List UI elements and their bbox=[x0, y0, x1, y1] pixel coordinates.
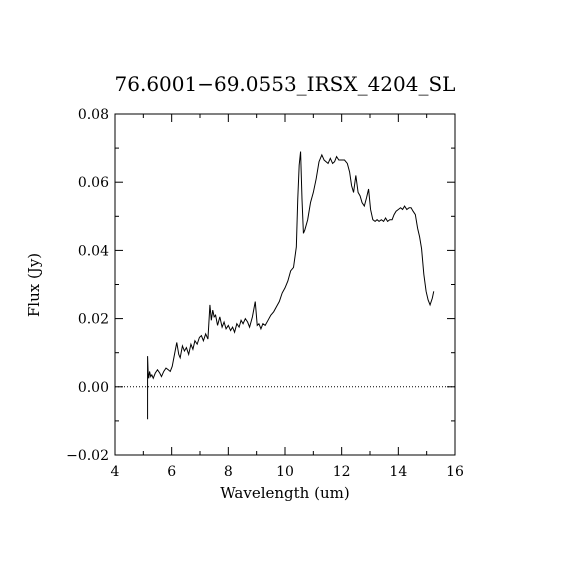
y-tick-label: −0.02 bbox=[66, 448, 109, 464]
y-tick-label: 0.08 bbox=[78, 107, 109, 123]
y-axis-label: Flux (Jy) bbox=[25, 253, 43, 317]
chart-title: 76.6001−69.0553_IRSX_4204_SL bbox=[115, 72, 456, 96]
x-tick-label: 14 bbox=[389, 464, 407, 480]
y-tick-label: 0.00 bbox=[78, 380, 109, 396]
series-line-flux bbox=[147, 151, 435, 420]
axis-ticks bbox=[114, 113, 456, 456]
x-tick-label: 8 bbox=[224, 464, 233, 480]
y-tick-label: 0.02 bbox=[78, 312, 109, 328]
x-axis-label: Wavelength (um) bbox=[220, 484, 349, 502]
y-tick-label: 0.06 bbox=[78, 175, 109, 191]
y-tick-label: 0.04 bbox=[78, 243, 109, 259]
x-tick-label: 12 bbox=[333, 464, 351, 480]
plot-frame bbox=[114, 113, 456, 456]
x-tick-label: 16 bbox=[446, 464, 464, 480]
x-tick-label: 4 bbox=[111, 464, 120, 480]
x-tick-label: 6 bbox=[167, 464, 176, 480]
x-tick-label: 10 bbox=[276, 464, 294, 480]
axis-tick-labels: 4 6 8 10 12 14 16 −0.02 0.00 0.02 0.04 0.06 0.08 bbox=[66, 107, 464, 480]
